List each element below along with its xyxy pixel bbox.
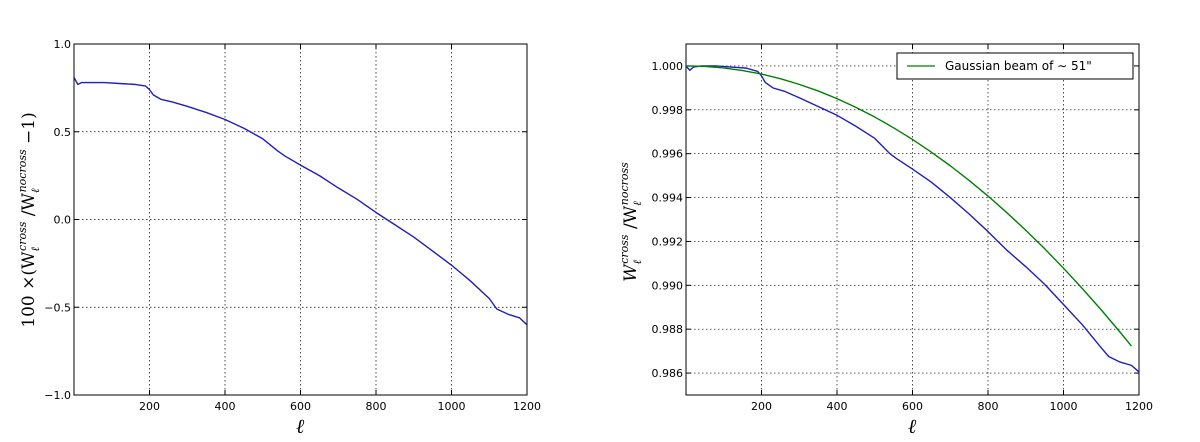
right-xtick-label-200: 200: [751, 400, 772, 413]
right-ytick-label-0: 0.986: [652, 367, 684, 380]
left-ylabel-sup1: cross: [16, 221, 29, 251]
left-ytick-label-4: 1.0: [54, 38, 72, 51]
right-ytick-label-3: 0.992: [652, 235, 684, 248]
left-ylabel-mid: /W: [19, 192, 39, 221]
right-ylabel-sub2: ℓ: [631, 201, 644, 206]
left-ytick-label-1: −0.5: [44, 301, 71, 314]
right-ylabel-prefix: W: [621, 263, 641, 282]
right-plot: 200 400 600 800 1000 1200 0.986 0.988 0.990 0.992…: [618, 43, 1153, 438]
right-ytick-label-5: 0.996: [652, 148, 684, 161]
left-ylabel-sup2: nocross: [16, 149, 29, 192]
right-series-line-0: [686, 65, 1139, 373]
left-plot: 200 400 600 800 1000 1200−1.0−0.50.00.51.0 ℓ …: [16, 38, 541, 438]
right-x-axis-label: ℓ: [908, 414, 917, 438]
right-ylabel-sub1: ℓ: [631, 259, 644, 264]
left-ylabel-sub2: ℓ: [29, 188, 42, 193]
left-ylabel-sub1: ℓ: [29, 247, 42, 252]
left-ytick-label-3: 0.5: [54, 126, 72, 139]
left-grid: [74, 44, 527, 395]
right-series: [686, 65, 1139, 373]
right-xtick-label-600: 600: [902, 400, 923, 413]
right-xtick-label-1200: 1200: [1125, 400, 1153, 413]
left-xtick-label-800: 800: [366, 400, 387, 413]
right-ytick-label-1: 0.988: [652, 323, 684, 336]
right-ylabel-sup2: nocross: [618, 162, 631, 205]
left-y-axis-label: 100 ×(Wℓcross /Wℓnocross −1): [16, 112, 42, 328]
right-grid: [686, 44, 1139, 395]
left-x-axis-label: ℓ: [296, 414, 305, 438]
right-y-axis-label: Wℓcross /Wℓnocross: [618, 162, 644, 282]
right-ytick-label-2: 0.990: [652, 279, 684, 292]
left-xtick-label-1200: 1200: [513, 400, 541, 413]
left-series-line-0: [74, 77, 527, 326]
legend: Gaussian beam of ∼ 51": [896, 52, 1134, 80]
right-series-line-1: [686, 65, 1132, 347]
left-xtick-label-200: 200: [139, 400, 160, 413]
left-ylabel-suffix: −1): [19, 112, 39, 149]
right-ylabel-sup1: cross: [618, 234, 631, 264]
left-xtick-label-400: 400: [215, 400, 236, 413]
left-ticks: 200 400 600 800 1000 1200 −1.0 −0.5 0.0 0.5 1.0: [44, 38, 541, 413]
right-ytick-label-4: 0.994: [652, 192, 684, 205]
right-xtick-label-400: 400: [827, 400, 848, 413]
left-ytick-label-2: 0.0: [54, 214, 72, 227]
left-ytick-label-0: −1.0: [44, 389, 71, 402]
right-xtick-label-800: 800: [978, 400, 999, 413]
right-xtick-label-1000: 1000: [1050, 400, 1078, 413]
legend-label-gaussian: Gaussian beam of ∼ 51": [945, 59, 1092, 73]
left-series: [74, 77, 527, 326]
left-ylabel-prefix: 100 ×(W: [19, 251, 39, 328]
right-ytick-label-6: 0.998: [652, 104, 684, 117]
left-xtick-label-1000: 1000: [438, 400, 466, 413]
left-xtick-label-600: 600: [290, 400, 311, 413]
right-ticks: 200 400 600 800 1000 1200 0.986 0.988 0.990 0.992…: [652, 44, 1153, 413]
right-ylabel-mid: /W: [621, 205, 641, 234]
legend-box: [896, 52, 1134, 80]
right-ytick-label-7: 1.000: [652, 60, 684, 73]
